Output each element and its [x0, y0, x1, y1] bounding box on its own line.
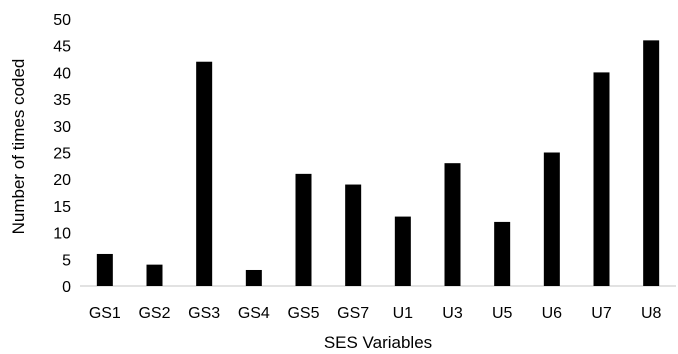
bar-u5 [494, 221, 511, 286]
y-tick-label: 10 [53, 226, 71, 243]
bars [96, 40, 660, 287]
bar-u3 [444, 163, 461, 286]
x-tick-label: GS5 [287, 305, 319, 322]
bar-gs5 [295, 173, 312, 286]
bar-u8 [643, 40, 660, 286]
y-tick-label: 50 [53, 12, 71, 29]
x-tick-label: GS1 [89, 305, 121, 322]
x-axis-title: SES Variables [324, 333, 432, 352]
y-tick-label: 0 [62, 279, 71, 296]
bar-gs2 [146, 264, 163, 286]
y-tick-label: 5 [62, 252, 71, 269]
x-tick-label: GS7 [337, 305, 369, 322]
y-tick-label: 45 [53, 39, 71, 56]
x-tick-label: U6 [542, 305, 563, 322]
bar-gs4 [245, 269, 262, 286]
y-tick-label: 30 [53, 119, 71, 136]
y-tick-label: 35 [53, 92, 71, 109]
bar-u1 [394, 216, 411, 286]
x-tick-label: U3 [442, 305, 463, 322]
y-tick-label: 40 [53, 65, 71, 82]
y-tick-label: 20 [53, 172, 71, 189]
bar-gs1 [96, 253, 113, 286]
bar-gs3 [196, 61, 213, 286]
x-tick-label: U5 [492, 305, 513, 322]
y-tick-label: 25 [53, 146, 71, 163]
x-tick-label: GS2 [138, 305, 170, 322]
x-axis-ticks: GS1 GS2 GS3 GS4 GS5 GS7 U1 U3 U5 U6 U7 U8 [89, 305, 662, 322]
bar-u6 [543, 152, 560, 286]
y-axis-title: Number of times coded [9, 59, 28, 235]
y-axis-ticks: 0 5 10 15 20 25 30 35 40 45 50 [53, 12, 71, 296]
x-tick-label: U1 [393, 305, 414, 322]
bar-u7 [593, 72, 610, 287]
y-tick-label: 15 [53, 199, 71, 216]
x-tick-label: GS4 [238, 305, 270, 322]
x-tick-label: U7 [591, 305, 612, 322]
bar-gs7 [345, 184, 362, 286]
x-tick-label: GS3 [188, 305, 220, 322]
x-tick-label: U8 [641, 305, 662, 322]
